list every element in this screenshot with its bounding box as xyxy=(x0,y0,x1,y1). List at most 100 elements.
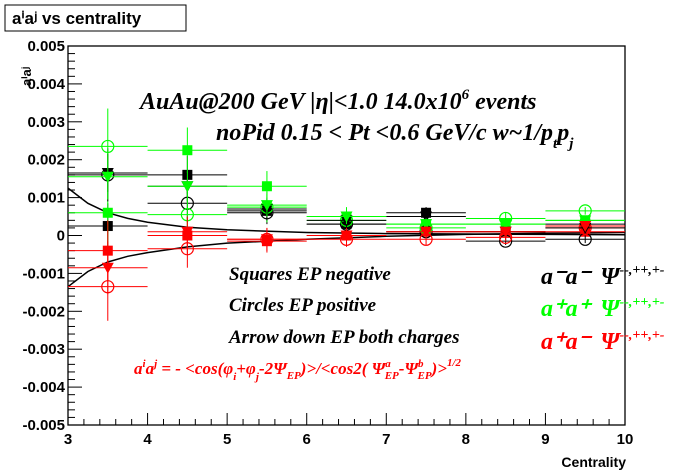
marker-triangle xyxy=(260,234,273,246)
data-point-s1-p1 xyxy=(147,127,228,173)
pair-label-pp-psi: Ψ xyxy=(600,296,621,322)
y-tick-label-0.001: 0.001 xyxy=(27,190,65,207)
x-tick-label-6: 6 xyxy=(303,431,311,448)
annotation-line1: AuAu@200 GeV |η|<1.0 14.0x106 events xyxy=(138,87,536,115)
marker-triangle xyxy=(499,226,512,238)
pair-label-mm-main: a⁻a⁻ xyxy=(541,264,593,290)
pair-label-mm: a⁻a⁻ Ψ--,++,+- xyxy=(541,263,665,290)
formula-phi-j: j xyxy=(254,371,260,383)
y-tick-label--0.002: -0.002 xyxy=(22,303,65,320)
data-point-s8-p1 xyxy=(147,216,228,247)
marker-square xyxy=(261,181,272,192)
marker-triangle xyxy=(181,226,194,238)
formula-body: = - <cos(φ xyxy=(157,359,233,378)
marker-triangle xyxy=(420,211,433,223)
pair-label-pm: a⁺a⁻ Ψ--,++,+- xyxy=(541,328,665,355)
marker-triangle xyxy=(101,171,114,183)
y-tick-label--0.001: -0.001 xyxy=(22,265,65,282)
annotation-line1-main: AuAu@200 GeV |η|<1.0 14.0x10 xyxy=(138,89,462,115)
y-tick-label--0.003: -0.003 xyxy=(22,341,65,358)
formula-a-ep-sup: a xyxy=(385,358,391,370)
annotation-line1-tail: events xyxy=(469,89,536,115)
pair-label-pm-main: a⁺a⁻ xyxy=(541,329,593,355)
pair-label-pm-sup: --,++,+- xyxy=(620,328,665,343)
chart-title: aⁱaʲ vs centrality xyxy=(12,9,142,28)
x-tick-label-9: 9 xyxy=(541,431,549,448)
data-point-s8-p3 xyxy=(306,227,387,244)
data-points xyxy=(68,108,625,321)
y-tick-label--0.005: -0.005 xyxy=(22,417,65,434)
annotation-line2-sub2: j xyxy=(567,136,574,152)
legend-squares: Squares EP negative xyxy=(229,264,391,285)
marker-triangle xyxy=(499,219,512,231)
formula-tail: )>/<cos2( Ψ xyxy=(299,359,387,378)
annotation-line1-sup: 6 xyxy=(462,87,470,103)
pair-label-pm-psi: Ψ xyxy=(600,329,621,355)
y-tick-label-0.004: 0.004 xyxy=(27,76,65,93)
marker-triangle xyxy=(101,262,114,274)
formula-minus: -2Ψ xyxy=(259,359,288,378)
y-tick-label-0.002: 0.002 xyxy=(27,152,65,169)
data-point-s7-p2 xyxy=(227,193,307,217)
pair-label-pp-main: a⁺a⁺ xyxy=(541,296,593,322)
title-box xyxy=(4,4,187,32)
x-tick-label-10: 10 xyxy=(617,431,634,448)
marker-triangle xyxy=(579,221,592,233)
data-point-s8-p5 xyxy=(465,226,546,238)
marker-triangle xyxy=(340,230,353,242)
formula-close: )> xyxy=(430,359,448,378)
marker-triangle xyxy=(420,226,433,238)
pair-label-pp: a⁺a⁺ Ψ--,++,+- xyxy=(541,295,665,322)
formula-b-ep-sup: b xyxy=(418,358,424,370)
formula-pow: 1/2 xyxy=(447,357,462,369)
annotation-line2-main: noPid 0.15 < Pt <0.6 GeV/c w~1/p xyxy=(216,120,553,146)
x-tick-label-4: 4 xyxy=(143,431,152,448)
annotation-line2: noPid 0.15 < Pt <0.6 GeV/c w~1/ptpj xyxy=(216,120,574,152)
formula-b-ep-sub: EP xyxy=(417,370,432,382)
marker-circle xyxy=(101,139,115,154)
data-point-s8-p6 xyxy=(545,221,625,233)
marker-triangle xyxy=(181,181,194,193)
formula-a: a xyxy=(134,359,143,378)
data-point-s8-p2 xyxy=(227,227,307,251)
marker-triangle xyxy=(340,211,353,223)
formula-a2: a xyxy=(146,359,155,378)
marker-triangle xyxy=(579,215,592,227)
data-point-s4-p6 xyxy=(545,204,625,218)
formula-a-sup: i xyxy=(143,358,147,370)
annotation-line2-sub1: t xyxy=(553,136,558,152)
data-point-s8-p0 xyxy=(68,241,148,295)
formula-plus: +φ xyxy=(236,359,256,378)
axes: 3 4 5 6 7 8 9 10 -0.005 -0.004 -0.003 -0.002 -0.001 0… xyxy=(22,38,633,448)
data-point-s7-p3 xyxy=(306,208,387,225)
marker-triangle xyxy=(260,200,273,212)
marker-triangle xyxy=(420,219,433,231)
pair-label-mm-psi: Ψ xyxy=(600,264,621,290)
formula-phi-i: i xyxy=(233,371,237,383)
x-tick-label-3: 3 xyxy=(64,431,72,448)
x-tick-label-5: 5 xyxy=(223,431,231,448)
y-axis-label: aⁱaʲ xyxy=(19,67,34,86)
formula-ep: EP xyxy=(286,370,301,382)
marker-square xyxy=(182,145,193,156)
y-tick-label--0.004: -0.004 xyxy=(22,379,65,396)
pair-label-mm-sup: --,++,+- xyxy=(620,263,665,278)
formula-a2-sup: j xyxy=(152,358,158,370)
marker-square xyxy=(102,207,113,218)
y-tick-label-0.003: 0.003 xyxy=(27,114,65,131)
y-tick-label-0.005: 0.005 xyxy=(27,38,65,55)
annotation-line2-mid: p xyxy=(555,120,569,146)
data-point-s8-p4 xyxy=(386,226,466,238)
formula-a-ep-sub: EP xyxy=(384,370,399,382)
x-tick-label-8: 8 xyxy=(462,431,470,448)
data-point-s7-p0 xyxy=(68,154,148,200)
y-tick-label-0: 0 xyxy=(57,228,65,245)
data-point-s7-p1 xyxy=(147,171,228,202)
legend-arrow: Arrow down EP both charges xyxy=(228,327,460,348)
formula: aiaj = - <cos(φi+φj-2ΨEP)>/<cos2( Ψa EP-Ψ… xyxy=(134,357,462,383)
pair-label-pp-sup: --,++,+- xyxy=(620,295,665,310)
formula-dash: -Ψ xyxy=(399,359,420,378)
x-tick-label-7: 7 xyxy=(382,431,390,448)
data-point-s7-p5 xyxy=(465,219,546,231)
